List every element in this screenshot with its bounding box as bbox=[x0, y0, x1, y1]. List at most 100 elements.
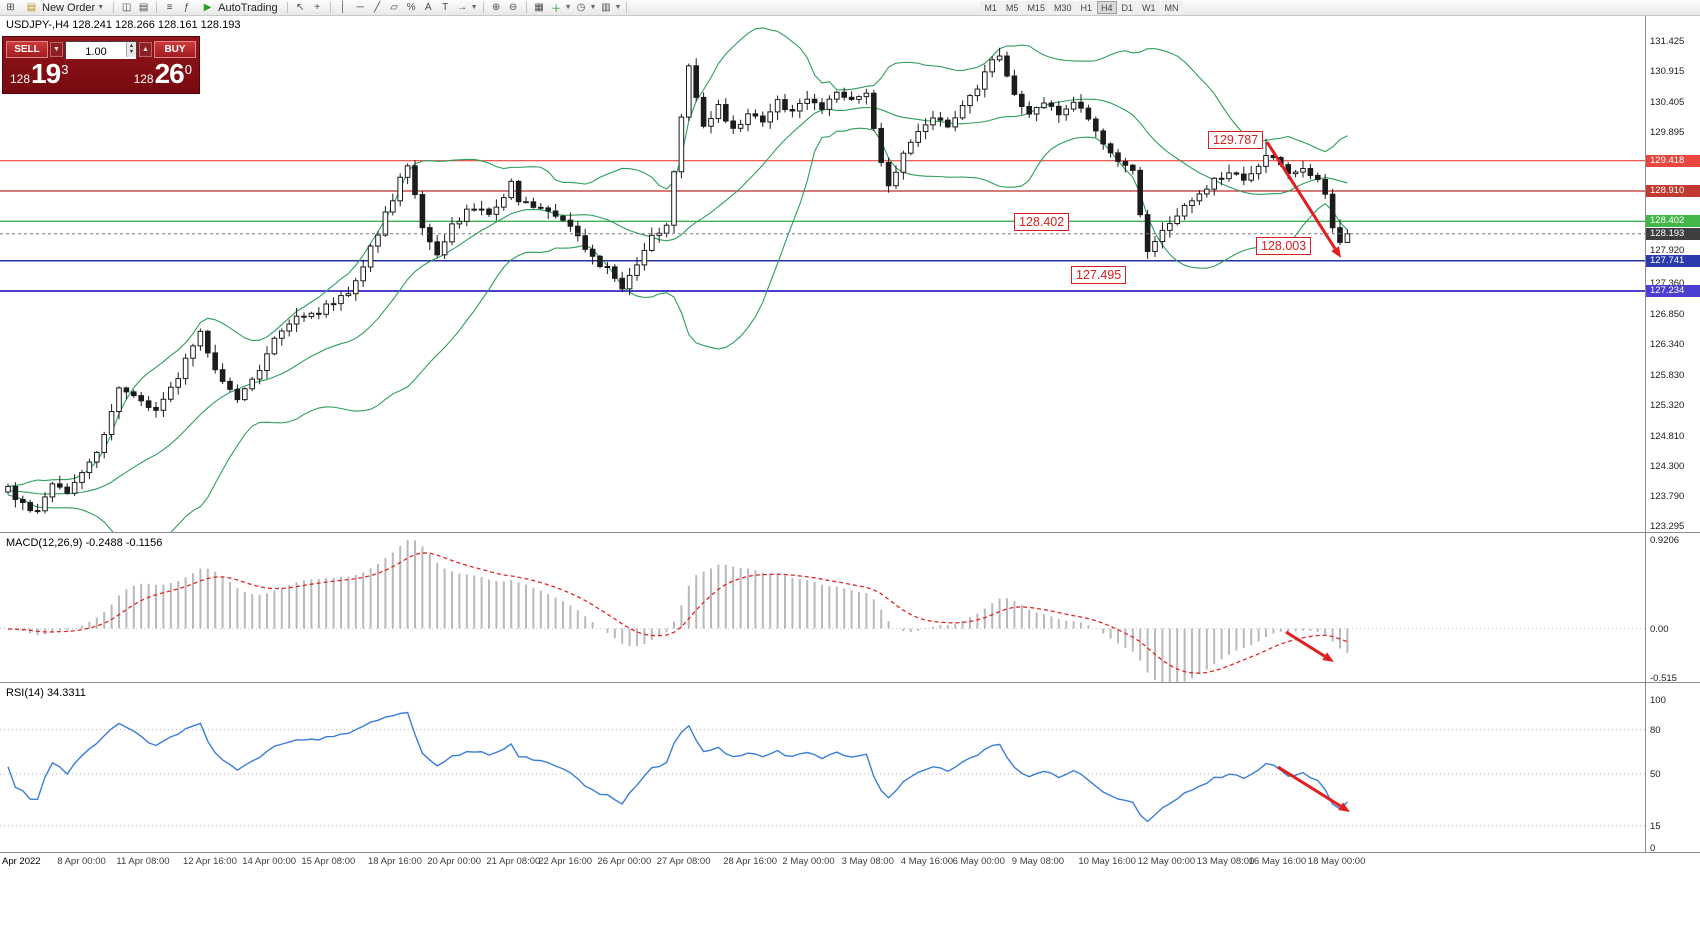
bollinger-bands bbox=[7, 27, 1348, 532]
price-tick: 127.920 bbox=[1650, 245, 1685, 257]
level-price-badge: 129.418 bbox=[1646, 154, 1700, 167]
text-tool-icon[interactable]: A bbox=[424, 2, 432, 13]
horizontal-line-icon[interactable]: ─ bbox=[356, 2, 364, 13]
price-tick: 130.915 bbox=[1650, 66, 1685, 78]
fibonacci-icon[interactable]: % bbox=[406, 2, 416, 13]
time-label: 28 Apr 16:00 bbox=[723, 856, 778, 867]
timeframe-M15[interactable]: M15 bbox=[1023, 1, 1049, 14]
arrows-tool-icon[interactable]: → bbox=[457, 2, 468, 13]
timeframe-M30[interactable]: M30 bbox=[1049, 1, 1076, 14]
expert-advisor-icon[interactable]: ƒ bbox=[183, 2, 190, 13]
price-tick: 127.360 bbox=[1650, 278, 1685, 290]
sell-button[interactable]: SELL bbox=[6, 40, 48, 58]
annotation-price-label: 129.787 bbox=[1208, 131, 1264, 149]
rsi-axis-tick: 50 bbox=[1650, 768, 1661, 780]
price-axis-border bbox=[1645, 16, 1646, 852]
new-order-caret-icon[interactable]: ▼ bbox=[97, 4, 105, 11]
chart-window-icon[interactable]: ◫ bbox=[121, 2, 132, 13]
autotrading-play-icon: ▶ bbox=[203, 2, 212, 13]
price-tick: 126.850 bbox=[1650, 308, 1685, 320]
time-label: 2 May 00:00 bbox=[782, 856, 835, 867]
time-label: 6 May 00:00 bbox=[952, 856, 1005, 867]
timeframe-H1[interactable]: H1 bbox=[1076, 1, 1096, 14]
sell-options-caret-icon[interactable]: ▼ bbox=[50, 41, 63, 57]
label-tool-icon[interactable]: T bbox=[442, 2, 449, 13]
buy-price[interactable]: 128 26 0 bbox=[134, 60, 192, 88]
timeframe-W1[interactable]: W1 bbox=[1138, 1, 1160, 14]
panel-separator[interactable] bbox=[0, 852, 1700, 853]
timeframe-M1[interactable]: M1 bbox=[980, 1, 1001, 14]
indicators-icon[interactable]: ＋ bbox=[551, 4, 562, 15]
time-label: 13 May 08:00 bbox=[1196, 856, 1255, 867]
rsi-axis-tick: 0 bbox=[1650, 843, 1656, 854]
trendline-icon[interactable]: ╱ bbox=[374, 2, 381, 13]
timeframe-MN[interactable]: MN bbox=[1160, 1, 1183, 14]
time-label: 11 Apr 08:00 bbox=[116, 856, 170, 867]
main-price-chart[interactable] bbox=[0, 16, 1645, 532]
volume-stepper[interactable]: ▲ ▼ bbox=[126, 41, 136, 57]
autotrading-button[interactable]: ▶ AutoTrading bbox=[196, 1, 282, 15]
cursor-icon[interactable]: ↖ bbox=[295, 2, 305, 13]
macd-axis-tick: 0.00 bbox=[1650, 623, 1669, 635]
timeframe-D1[interactable]: D1 bbox=[1117, 1, 1138, 14]
horizontal-level-lines[interactable] bbox=[0, 160, 1645, 293]
rsi-label: RSI(14) 34.3311 bbox=[6, 687, 86, 699]
time-axis[interactable]: Apr 2022 8 Apr 00:00 11 Apr 08:00 12 Apr 16… bbox=[0, 853, 1645, 870]
sell-price[interactable]: 128 19 3 bbox=[10, 60, 68, 88]
price-tick: 126.340 bbox=[1650, 339, 1685, 351]
level-price-badge: 128.402 bbox=[1646, 215, 1700, 228]
order-ticket-icon: ▤ bbox=[26, 2, 37, 13]
current-price-badge: 128.193 bbox=[1646, 227, 1700, 240]
panel-separator[interactable] bbox=[0, 682, 1700, 683]
time-label: 15 Apr 08:00 bbox=[301, 856, 356, 867]
toolbar-separator bbox=[525, 2, 527, 13]
buy-price-prefix: 128 bbox=[133, 72, 154, 86]
rsi-indicator-chart[interactable] bbox=[0, 684, 1645, 852]
time-label: 20 Apr 00:00 bbox=[427, 856, 482, 867]
macd-indicator-chart[interactable] bbox=[0, 534, 1645, 682]
buy-button[interactable]: BUY bbox=[154, 40, 196, 58]
new-chart-icon[interactable]: ⊞ bbox=[6, 2, 15, 13]
level-price-badge: 127.741 bbox=[1646, 254, 1700, 267]
timeframe-H4[interactable]: H4 bbox=[1096, 1, 1117, 14]
time-label: 18 May 00:00 bbox=[1307, 856, 1366, 867]
buy-price-sup: 0 bbox=[184, 62, 192, 77]
sell-price-big: 19 bbox=[31, 58, 61, 89]
toolbar-separator bbox=[482, 2, 484, 13]
zoom-in-icon[interactable]: ⊕ bbox=[491, 2, 501, 13]
time-label: 3 May 08:00 bbox=[841, 856, 894, 867]
price-tick: 131.425 bbox=[1650, 35, 1685, 47]
level-price-badge: 128.910 bbox=[1646, 185, 1700, 197]
timeframe-M5[interactable]: M5 bbox=[1001, 1, 1023, 14]
new-order-button[interactable]: ▤ New Order ▼ bbox=[20, 1, 108, 15]
toolbar-separator bbox=[626, 2, 628, 13]
indicators-caret-icon[interactable]: ▼ bbox=[564, 4, 572, 11]
rsi-axis-tick: 80 bbox=[1650, 724, 1661, 736]
buy-price-big: 26 bbox=[154, 58, 185, 89]
annotation-price-label: 127.495 bbox=[1071, 266, 1127, 284]
price-tick: 125.320 bbox=[1650, 400, 1685, 412]
buy-options-caret-icon[interactable]: ▲ bbox=[139, 41, 152, 57]
profiles-icon[interactable]: ▤ bbox=[138, 2, 149, 13]
time-label: 12 Apr 16:00 bbox=[183, 856, 237, 867]
market-watch-icon[interactable]: ≡ bbox=[166, 2, 173, 13]
period-caret-icon[interactable]: ▼ bbox=[589, 4, 597, 11]
vertical-line-icon[interactable]: │ bbox=[340, 2, 347, 13]
annotation-price-label: 128.003 bbox=[1256, 237, 1312, 255]
price-axis[interactable]: 131.425 130.915 130.405 129.895 127.920 127.3… bbox=[1646, 0, 1700, 870]
channel-icon[interactable]: ▱ bbox=[390, 2, 398, 13]
rsi-axis-tick: 100 bbox=[1650, 694, 1666, 706]
period-icon[interactable]: ◷ bbox=[576, 2, 586, 13]
price-tick: 129.895 bbox=[1650, 127, 1685, 139]
template-icon[interactable]: ▥ bbox=[601, 2, 611, 13]
price-tick: 124.810 bbox=[1650, 430, 1685, 442]
timeframe-group: M1 M5 M15 M30 H1 H4 D1 W1 MN bbox=[980, 1, 1183, 14]
volume-input[interactable] bbox=[66, 44, 136, 59]
tile-windows-icon[interactable]: ▦ bbox=[534, 2, 544, 13]
zoom-out-icon[interactable]: ⊖ bbox=[508, 2, 518, 13]
crosshair-icon[interactable]: + bbox=[314, 2, 321, 13]
template-caret-icon[interactable]: ▼ bbox=[614, 4, 622, 11]
panel-separator[interactable] bbox=[0, 532, 1700, 533]
toolbar-separator bbox=[156, 2, 158, 13]
arrows-tool-caret-icon[interactable]: ▼ bbox=[470, 4, 478, 11]
